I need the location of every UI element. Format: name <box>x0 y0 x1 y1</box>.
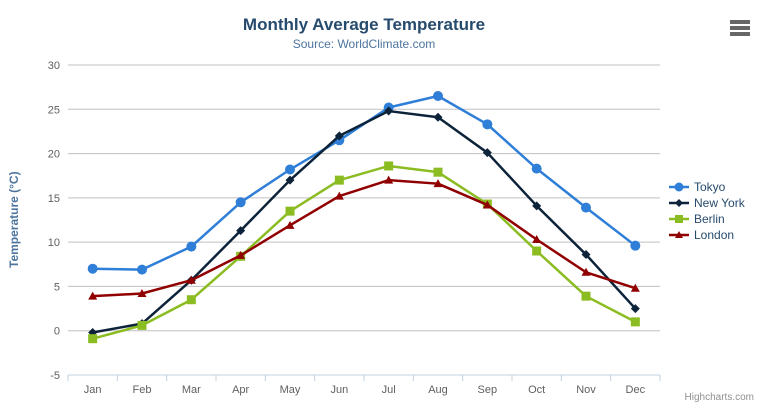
london-point[interactable] <box>88 291 98 300</box>
hamburger-icon <box>730 20 750 24</box>
london-point[interactable] <box>384 175 394 184</box>
x-axis-label: Oct <box>528 384 545 396</box>
legend-item-new-york[interactable]: New York <box>668 195 745 211</box>
london-point[interactable] <box>236 250 246 259</box>
berlin-point[interactable] <box>581 291 591 301</box>
tokyo-point[interactable] <box>235 197 246 208</box>
y-axis-label: 20 <box>48 149 60 161</box>
london-point[interactable] <box>285 220 295 229</box>
london-point[interactable] <box>433 179 443 188</box>
tokyo-point[interactable] <box>87 263 98 274</box>
london-point[interactable] <box>137 289 147 298</box>
y-axis-label: 0 <box>54 326 60 338</box>
y-axis-label: 5 <box>54 281 60 293</box>
tokyo-point[interactable] <box>433 91 443 101</box>
legend-marker <box>675 215 683 223</box>
berlin-point[interactable] <box>137 320 147 330</box>
new-york-point[interactable] <box>532 201 542 211</box>
berlin-point[interactable] <box>433 167 443 177</box>
new-york-point[interactable] <box>285 175 295 185</box>
tokyo-point[interactable] <box>186 241 197 252</box>
x-axis-label: Aug <box>428 384 448 396</box>
berlin-point[interactable] <box>384 161 394 171</box>
tokyo-point[interactable] <box>482 119 493 130</box>
x-axis-label: Jan <box>84 384 102 396</box>
x-axis-label: May <box>280 384 301 396</box>
x-axis-label: Sep <box>478 384 498 396</box>
new-york-point[interactable] <box>236 226 246 236</box>
london-point[interactable] <box>581 267 591 276</box>
berlin-point[interactable] <box>186 295 196 305</box>
tokyo-point[interactable] <box>285 164 295 175</box>
x-axis-label: Dec <box>626 384 646 396</box>
y-axis-label: 25 <box>48 104 60 116</box>
x-axis-label: Mar <box>182 384 201 396</box>
legend-label-tokyo: Tokyo <box>694 180 726 194</box>
new-york-point[interactable] <box>384 106 394 116</box>
legend-marker <box>674 182 684 192</box>
legend-label-berlin: Berlin <box>694 212 725 226</box>
chart-title: Monthly Average Temperature <box>242 15 486 34</box>
x-axis-label: Feb <box>133 384 152 396</box>
berlin-line[interactable] <box>91 164 637 340</box>
london-point[interactable] <box>532 234 542 243</box>
london-point[interactable] <box>630 283 640 292</box>
new-york-point[interactable] <box>334 131 344 141</box>
berlin-point[interactable] <box>630 317 640 327</box>
tokyo-line[interactable] <box>91 94 637 271</box>
berlin-series-icon <box>669 215 689 223</box>
london-series-icon <box>669 231 689 238</box>
x-axis-label: Apr <box>232 384 249 396</box>
legend-item-london[interactable]: London <box>668 227 745 243</box>
y-axis-label: -5 <box>50 370 60 382</box>
credits-link[interactable]: Highcharts.com <box>684 392 754 403</box>
london-line[interactable] <box>91 178 637 298</box>
berlin-point[interactable] <box>532 246 542 256</box>
legend-label-london: London <box>694 228 735 242</box>
london-point[interactable] <box>186 275 196 284</box>
x-axis-label: Jun <box>330 384 348 396</box>
legend: Tokyo New York Berlin London <box>668 179 745 243</box>
new-york-point[interactable] <box>433 112 443 122</box>
y-axis-label: 15 <box>48 193 60 205</box>
tokyo-point[interactable] <box>630 240 641 251</box>
legend-marker <box>675 199 683 207</box>
london-point[interactable] <box>482 200 492 209</box>
berlin-point[interactable] <box>88 334 98 344</box>
legend-marker <box>675 231 683 238</box>
y-axis-label: 30 <box>48 60 60 72</box>
new-york-point[interactable] <box>482 148 492 158</box>
tokyo-point[interactable] <box>137 264 147 275</box>
tokyo-point[interactable] <box>531 163 542 174</box>
new-york-series-icon <box>669 199 689 207</box>
legend-label-new-york: New York <box>694 196 745 210</box>
berlin-point[interactable] <box>285 206 295 216</box>
new-york-point[interactable] <box>630 304 640 314</box>
new-york-line[interactable] <box>91 109 637 334</box>
x-axis-label: Jul <box>382 384 396 396</box>
tokyo-point[interactable] <box>581 202 591 213</box>
tokyo-series-icon <box>669 182 689 192</box>
new-york-point[interactable] <box>581 250 591 260</box>
chart-subtitle: Source: WorldClimate.com <box>292 37 436 51</box>
berlin-point[interactable] <box>334 175 344 185</box>
x-axis-label: Nov <box>576 384 596 396</box>
legend-item-tokyo[interactable]: Tokyo <box>668 179 745 195</box>
y-axis-label: 10 <box>48 237 60 249</box>
legend-item-berlin[interactable]: Berlin <box>668 211 745 227</box>
export-menu-button[interactable] <box>730 20 750 36</box>
london-point[interactable] <box>334 191 344 200</box>
